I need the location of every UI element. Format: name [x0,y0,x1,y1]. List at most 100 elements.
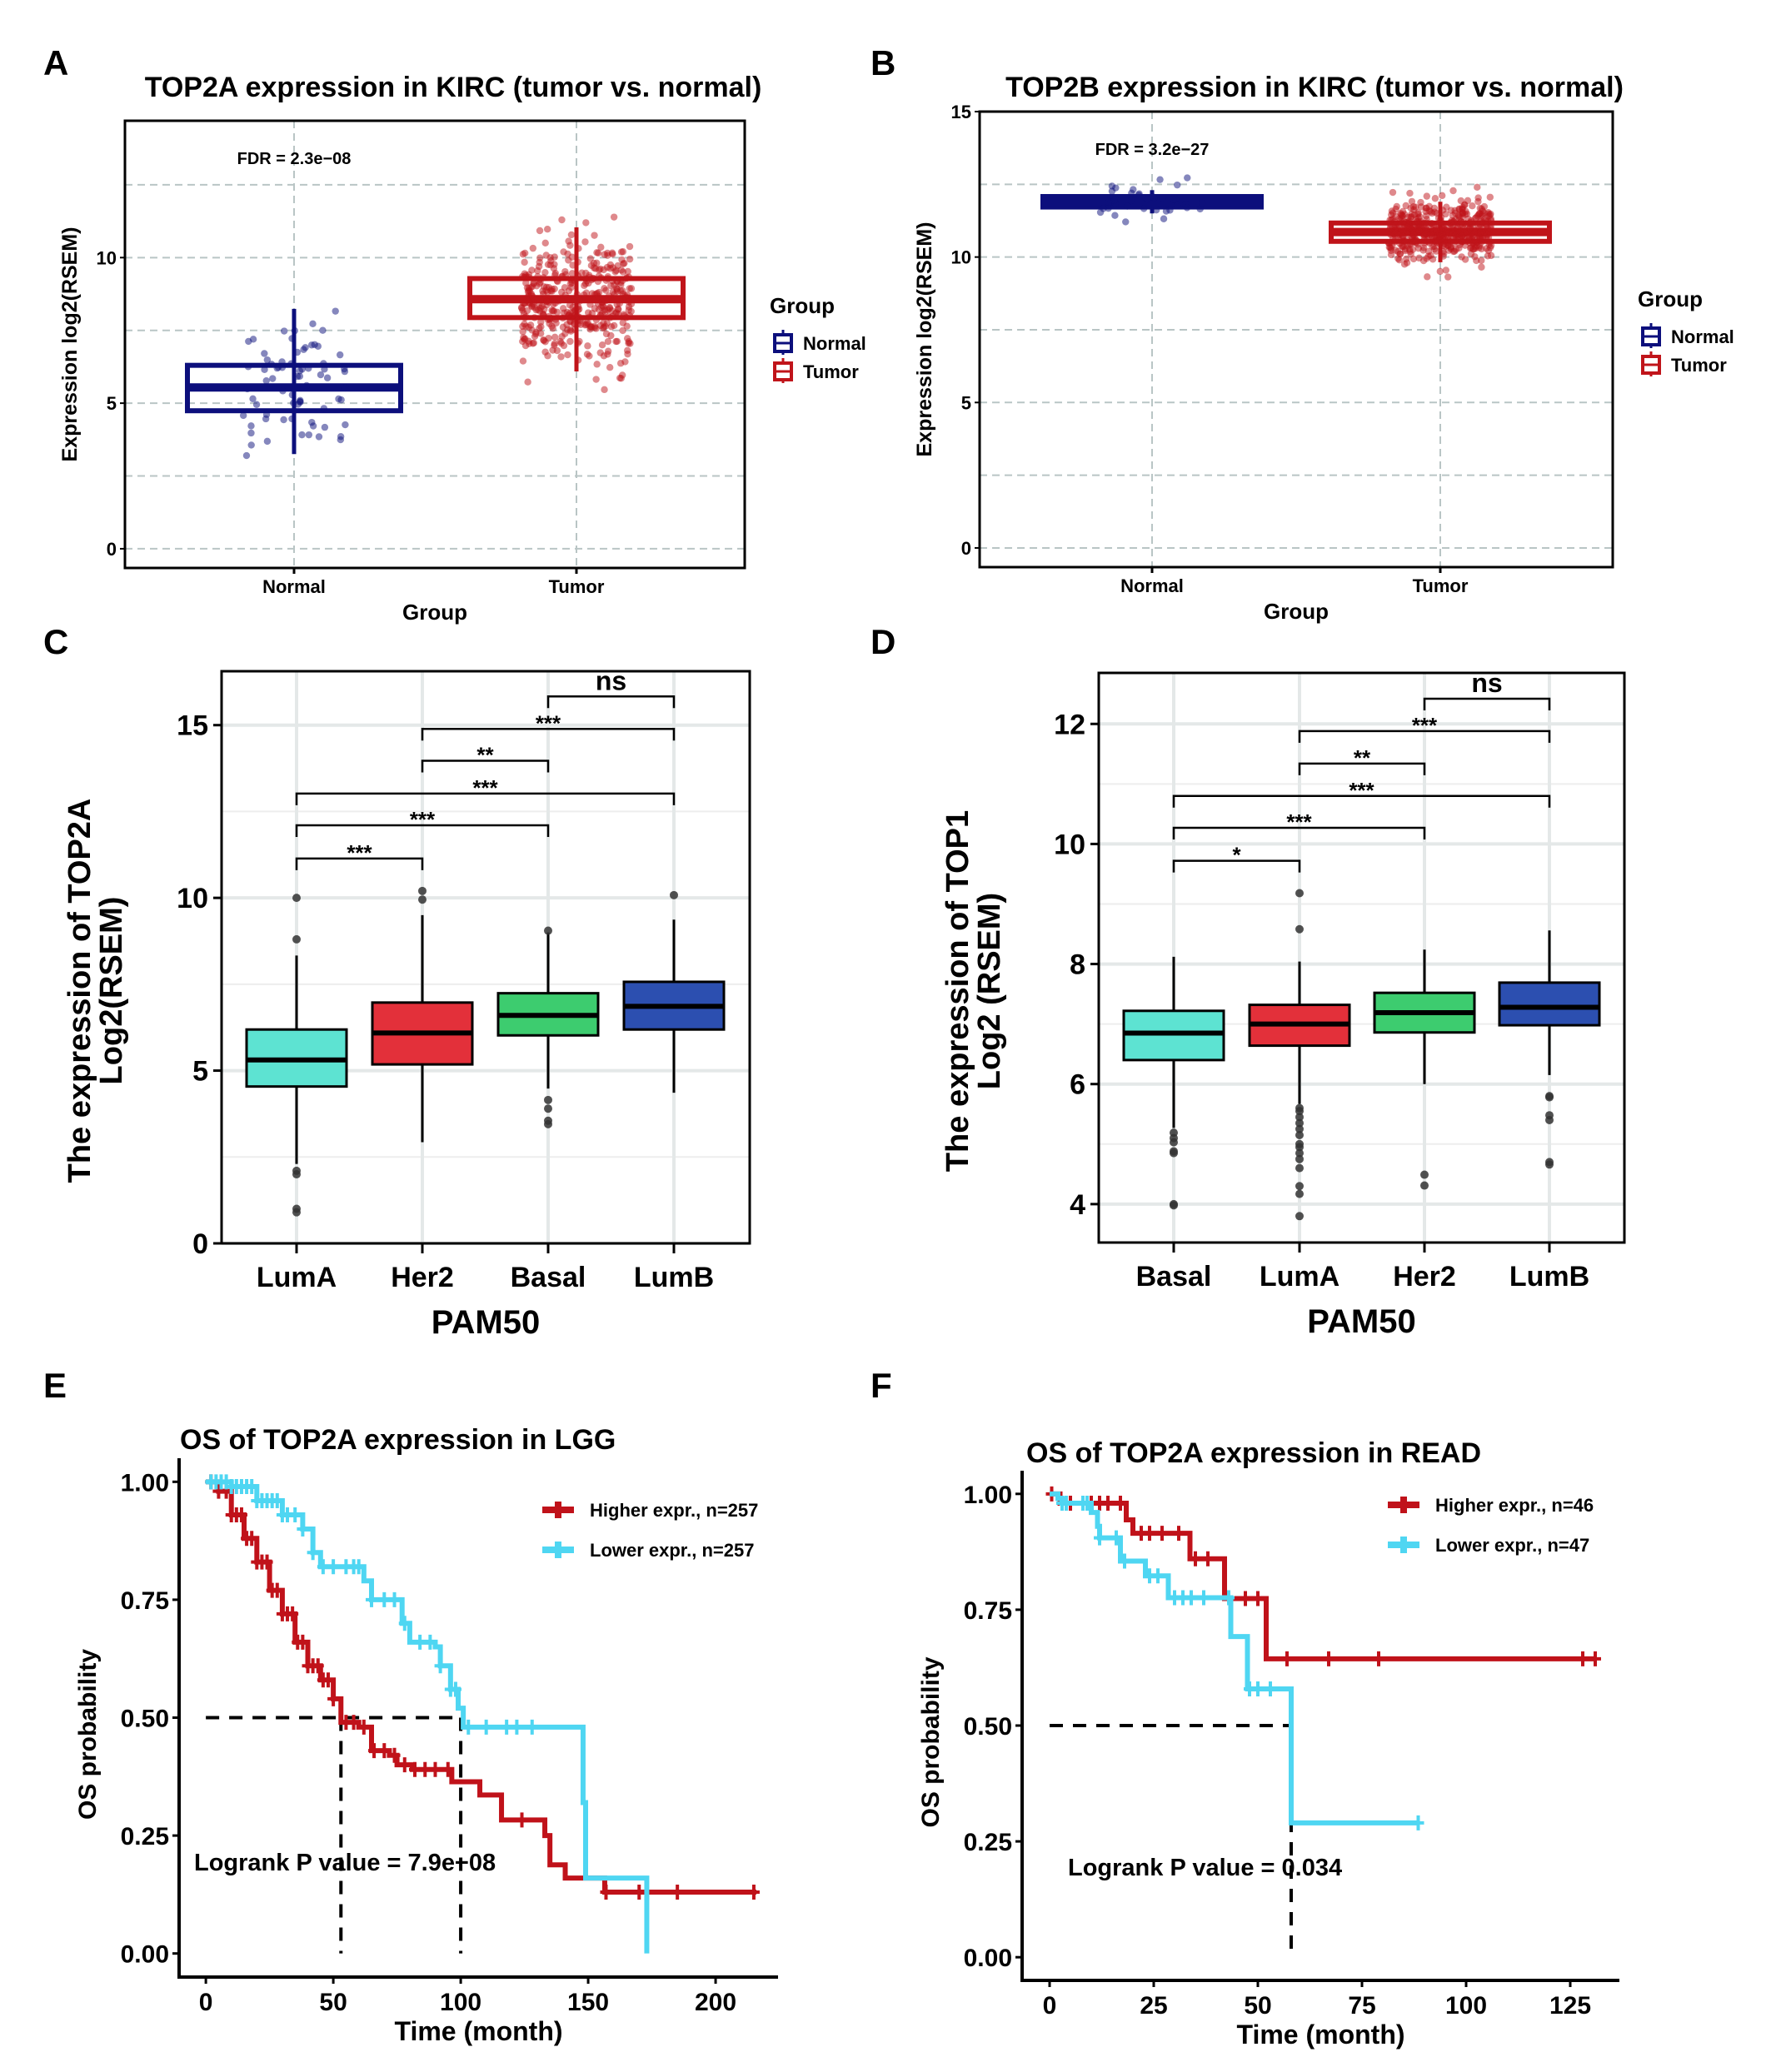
y-tick-label: 15 [951,102,971,122]
data-point [1473,242,1480,250]
data-point [245,337,252,346]
outlier-point [544,1119,552,1128]
data-point [1483,222,1490,230]
outlier-point [1295,924,1304,934]
censor-mark [442,1761,454,1777]
data-point [288,391,297,399]
outlier-point [1170,1148,1178,1158]
plot-border [123,119,746,570]
data-point [593,249,601,257]
data-point [288,415,296,423]
censor-mark [1252,1591,1264,1606]
data-point [543,297,551,306]
data-point [1140,205,1148,212]
data-point [521,299,529,307]
data-point [600,352,608,360]
x-tick-label: 200 [695,1989,736,2016]
data-point [551,271,559,279]
chart-title-e: OS of TOP2A expression in LGG [180,1424,616,1456]
legend: Group Normal Tumor [1638,286,1734,376]
outlier-point [1170,1201,1178,1210]
data-point [249,395,257,403]
data-point [530,339,537,346]
data-point [1439,192,1446,200]
outlier-point [1420,1181,1429,1190]
data-point [1485,227,1493,236]
data-point [529,244,537,252]
y-tick-label: 10 [97,247,117,268]
data-point [520,310,528,317]
panel-label-f: F [871,1366,892,1405]
data-point [1476,210,1484,217]
data-point [627,300,636,308]
y-tick-label: 5 [961,392,971,413]
y-tick-label: 8 [1070,949,1085,981]
censor-mark [1323,1651,1334,1666]
data-point [525,284,533,292]
data-point [302,344,309,351]
data-point [1446,235,1454,242]
x-tick-label: 100 [1445,1992,1487,2020]
plot-border [220,670,751,1245]
data-point [239,411,247,420]
significance-label: ** [1354,745,1371,770]
data-point [320,360,327,367]
data-point [278,364,287,371]
data-point [1469,202,1476,210]
data-point [597,274,605,281]
outlier-point [292,1208,301,1217]
data-point [520,273,528,281]
x-tick-label: Basal [1136,1261,1212,1293]
data-point [278,358,286,366]
data-point [1474,197,1482,206]
data-point [566,337,574,346]
data-point [263,437,272,446]
outlier-point [418,886,427,895]
data-point [572,310,580,318]
legend-item: Higher expr., n=257 [542,1500,758,1521]
data-point [1483,245,1490,252]
censor-mark [409,1761,422,1777]
data-point [536,227,544,235]
data-point [567,231,576,239]
data-point [1100,205,1107,212]
comparison-bracket [546,695,676,709]
censor-mark [1081,1495,1093,1511]
data-point [317,371,325,379]
x-tick-label: 0 [1043,1992,1057,2020]
x-tick-label: 25 [1140,1992,1167,2020]
data-point [1159,195,1166,202]
data-point [606,364,614,371]
data-point [586,313,593,321]
data-point [560,341,568,350]
data-point [1110,197,1118,205]
y-tick-label: 1.00 [121,1469,169,1497]
data-point [624,350,631,358]
data-point [1152,206,1160,214]
data-point [1184,174,1191,182]
censor-mark [1152,1568,1164,1584]
data-point [544,352,551,360]
data-point [576,297,584,305]
data-point [574,356,582,364]
outlier-point [1295,1212,1304,1221]
data-point [291,326,299,335]
data-point [541,239,549,247]
censor-mark [235,1507,247,1522]
data-point [1396,250,1404,258]
significance-label: *** [410,807,436,832]
outlier-point [1295,1148,1304,1158]
data-point [1461,202,1469,209]
y-tick-label: 6 [1070,1069,1085,1101]
data-point [539,311,546,318]
x-tick-label: 50 [1244,1992,1271,2020]
panel-label-b: B [871,43,895,82]
panel-a-plot: 0 5 10 Normal Tumor FDR = 2.3e−08 Group Express… [58,119,866,625]
data-point [557,353,565,361]
data-point [1386,244,1394,252]
data-point [262,376,270,385]
data-point [1428,220,1436,228]
data-point [1144,195,1151,203]
data-point [323,374,332,381]
data-point [626,242,634,251]
